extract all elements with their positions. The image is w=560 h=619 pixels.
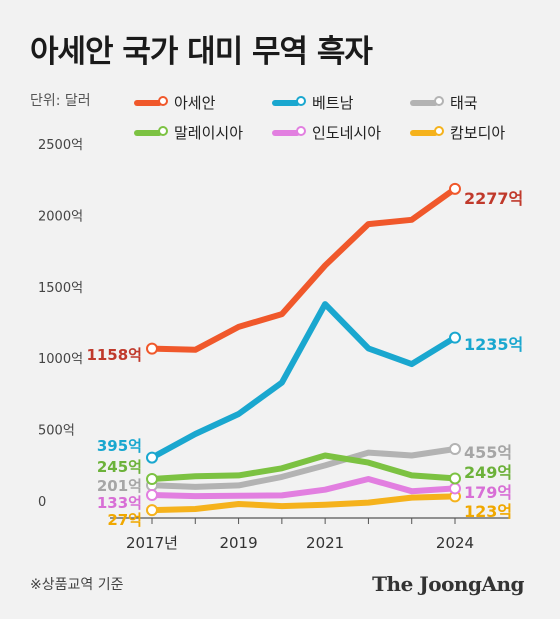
- legend-label: 베트남: [312, 94, 354, 112]
- end-value-label: 179억: [464, 483, 512, 502]
- x-tick-label: 2024: [436, 534, 474, 552]
- x-tick-label: 2019: [219, 534, 257, 552]
- series-end-point: [449, 472, 461, 485]
- legend-label: 캄보디아: [450, 124, 506, 142]
- legend-label: 말레이시아: [174, 124, 244, 142]
- y-tick-label: 1000억: [38, 352, 83, 367]
- series-end-point: [449, 182, 461, 195]
- start-value-label: 201억: [97, 477, 142, 495]
- end-value-label: 123억: [464, 502, 512, 521]
- series-end-point: [449, 443, 461, 456]
- start-value-label: 395억: [97, 437, 142, 455]
- legend-swatch: [272, 125, 306, 138]
- end-value-label: 1235억: [464, 335, 523, 354]
- legend-label: 아세안: [174, 94, 216, 112]
- legend-item: 말레이시아: [134, 122, 243, 143]
- series-start-point: [146, 451, 158, 464]
- series-line: [149, 446, 458, 490]
- legend-item: 캄보디아: [410, 122, 505, 143]
- source-note: ※상품교역 기준: [30, 577, 124, 593]
- y-tick-label: 2500억: [38, 138, 83, 153]
- legend-label: 태국: [450, 94, 478, 112]
- series-line: [149, 185, 458, 353]
- unit-label: 단위: 달러: [30, 93, 91, 109]
- series-start-point: [146, 489, 158, 502]
- chart-title: 아세안 국가 대미 무역 흑자: [30, 34, 373, 70]
- legend-item: 태국: [410, 92, 478, 113]
- series-line: [149, 301, 458, 461]
- series-start-point: [146, 504, 158, 517]
- legend-item: 아세안: [134, 92, 215, 113]
- legend-label: 인도네시아: [312, 124, 382, 142]
- y-tick-label: 0: [38, 495, 46, 510]
- y-tick-label: 2000억: [38, 209, 83, 224]
- series-start-point: [146, 342, 158, 355]
- end-value-label: 455억: [464, 443, 512, 462]
- legend-swatch: [134, 125, 168, 138]
- y-tick-label: 500억: [38, 424, 75, 439]
- x-tick-label: 2021: [306, 534, 344, 552]
- series-line: [149, 476, 458, 500]
- series-end-point: [449, 482, 461, 495]
- series-line: [149, 452, 458, 482]
- start-value-label: 133억: [97, 494, 142, 512]
- legend-swatch: [410, 95, 444, 108]
- start-value-label: 1158억: [86, 346, 142, 364]
- series-end-point: [449, 331, 461, 344]
- legend-swatch: [134, 95, 168, 108]
- legend-swatch: [272, 95, 306, 108]
- publisher-logo: The JoongAng: [372, 572, 524, 596]
- series-start-point: [146, 473, 158, 486]
- end-value-label: 249억: [464, 463, 512, 482]
- start-value-label: 27억: [107, 511, 142, 529]
- legend-item: 베트남: [272, 92, 353, 113]
- y-tick-label: 1500억: [38, 281, 83, 296]
- legend-item: 인도네시아: [272, 122, 381, 143]
- start-value-label: 245억: [97, 458, 142, 476]
- series-line: [149, 493, 458, 514]
- legend-swatch: [410, 125, 444, 138]
- x-tick-label: 2017년: [126, 534, 178, 552]
- end-value-label: 2277억: [464, 189, 523, 208]
